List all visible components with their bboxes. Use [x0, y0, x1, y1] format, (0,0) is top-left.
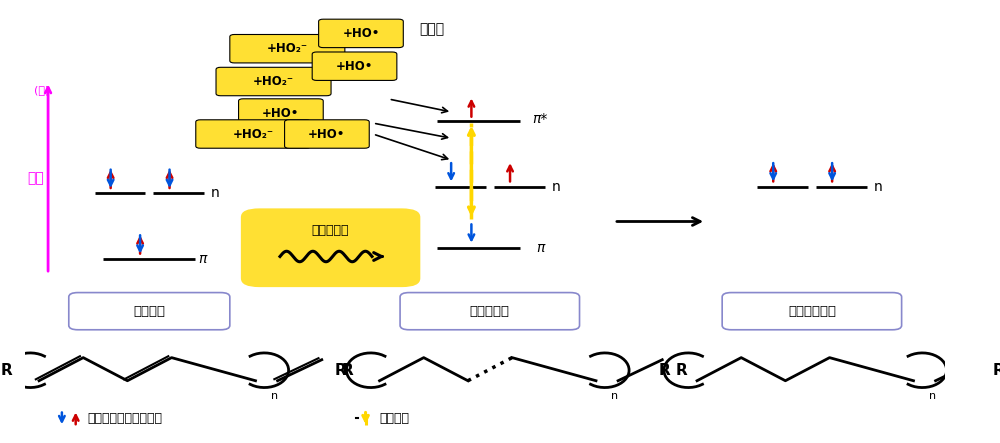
FancyBboxPatch shape: [69, 292, 230, 330]
Text: 辐射荺光: 辐射荺光: [379, 412, 409, 425]
Text: +HO•: +HO•: [262, 106, 300, 120]
Text: +HO•: +HO•: [342, 27, 380, 40]
Text: 激发光照射: 激发光照射: [312, 224, 349, 237]
FancyBboxPatch shape: [196, 120, 311, 148]
Text: 能级: 能级: [28, 171, 44, 185]
FancyBboxPatch shape: [241, 208, 420, 287]
Text: 自由基: 自由基: [419, 22, 444, 36]
Text: R: R: [341, 363, 353, 378]
Text: R: R: [676, 363, 687, 378]
Text: (高): (高): [34, 85, 49, 95]
Text: π: π: [198, 252, 207, 266]
Text: π: π: [536, 241, 545, 255]
Text: n: n: [271, 391, 278, 401]
Text: R: R: [659, 363, 671, 378]
Text: +HO•: +HO•: [308, 128, 346, 140]
Text: n: n: [552, 179, 560, 194]
FancyBboxPatch shape: [285, 120, 369, 148]
Text: n: n: [929, 391, 936, 401]
FancyBboxPatch shape: [239, 99, 323, 127]
Text: 电子基态: 电子基态: [133, 305, 165, 318]
Text: +HO•: +HO•: [336, 60, 373, 73]
FancyBboxPatch shape: [400, 292, 580, 330]
Text: π*: π*: [533, 112, 548, 126]
Text: 高能激发态: 高能激发态: [470, 305, 510, 318]
Text: R: R: [1, 363, 13, 378]
Text: R: R: [993, 363, 1000, 378]
Text: +HO₂⁻: +HO₂⁻: [233, 128, 274, 140]
FancyBboxPatch shape: [216, 67, 331, 96]
Text: n: n: [611, 391, 619, 401]
FancyBboxPatch shape: [230, 35, 345, 63]
Text: 荺光结构破坏: 荺光结构破坏: [788, 305, 836, 318]
Text: +HO₂⁻: +HO₂⁻: [267, 42, 308, 55]
Text: n: n: [211, 186, 220, 200]
Text: R: R: [335, 363, 347, 378]
Text: 自旋方向相反的电子对: 自旋方向相反的电子对: [88, 412, 163, 425]
Text: n: n: [874, 179, 883, 194]
FancyBboxPatch shape: [722, 292, 902, 330]
Text: +HO₂⁻: +HO₂⁻: [253, 75, 294, 88]
FancyBboxPatch shape: [312, 52, 397, 81]
FancyBboxPatch shape: [319, 19, 403, 47]
